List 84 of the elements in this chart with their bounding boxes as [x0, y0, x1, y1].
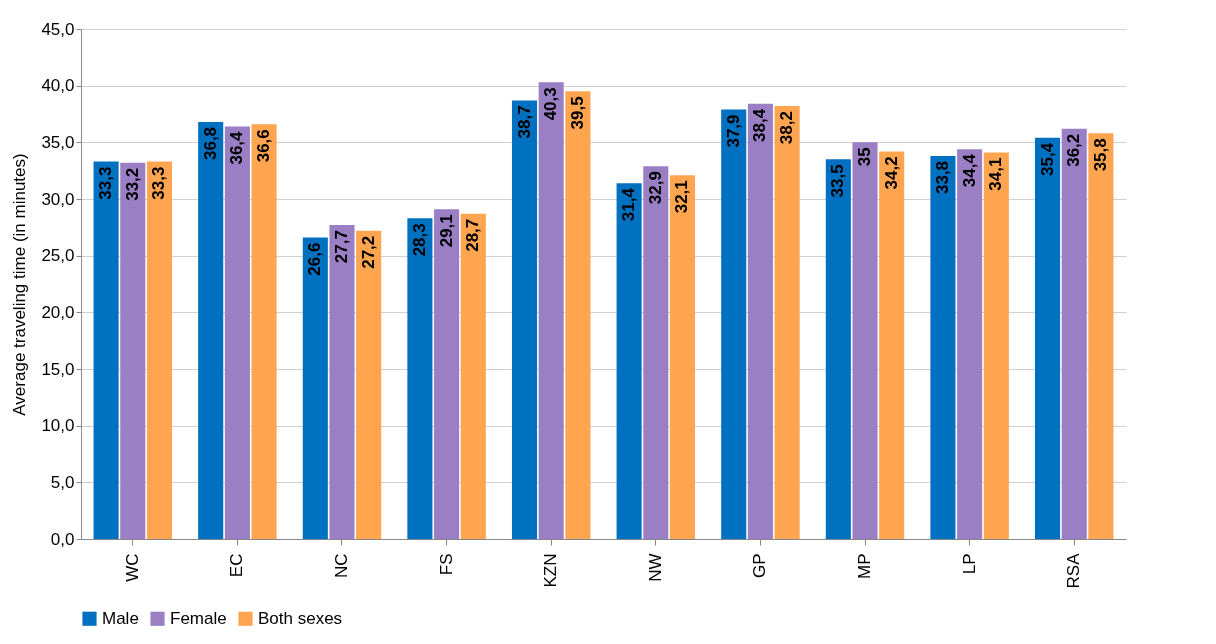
data-label: 27,7 [331, 230, 351, 264]
bar [146, 161, 173, 539]
data-label: 33,5 [828, 164, 848, 198]
bar [879, 151, 905, 539]
data-label: 28,7 [463, 218, 483, 252]
y-tick-label: 40,0 [41, 76, 75, 96]
data-label: 36,8 [200, 126, 220, 161]
data-label: 35 [855, 147, 875, 167]
bar [852, 142, 878, 539]
bar [198, 121, 224, 539]
x-tick-label: NC [331, 553, 351, 579]
bar [774, 106, 800, 539]
bar [747, 103, 773, 539]
y-tick-label: 15,0 [41, 359, 75, 379]
data-label: 29,1 [436, 214, 456, 248]
data-label: 27,2 [358, 235, 378, 269]
data-label: 36,4 [227, 130, 247, 165]
data-label: 39,5 [567, 96, 587, 130]
y-tick-label: 5,0 [50, 472, 75, 492]
bar [669, 175, 696, 539]
legend-label: Female [170, 608, 227, 628]
bar [93, 161, 119, 539]
data-label: 38,4 [750, 108, 770, 142]
bar [511, 100, 538, 539]
bar [983, 152, 1009, 539]
y-tick-label: 20,0 [41, 302, 75, 322]
bar [930, 155, 956, 539]
x-tick-label: NW [645, 553, 665, 582]
bar [643, 166, 669, 539]
bar [120, 162, 146, 539]
data-label: 31,4 [619, 187, 639, 222]
bar [302, 237, 328, 539]
bar [434, 209, 460, 539]
data-label: 32,9 [645, 171, 665, 205]
y-tick-label: 45,0 [41, 19, 75, 39]
legend-label: Both sexes [258, 608, 343, 628]
data-label: 38,2 [777, 111, 797, 145]
data-label: 37,9 [723, 114, 743, 148]
y-tick-label: 30,0 [41, 189, 75, 209]
data-label: 26,6 [305, 242, 325, 276]
bar [538, 82, 564, 539]
bar [356, 230, 382, 539]
data-label: 36,2 [1064, 133, 1084, 167]
bar [616, 183, 642, 539]
bar [957, 149, 983, 539]
y-tick-label: 35,0 [41, 132, 75, 152]
y-axis-title: Average traveling time (in minutes) [10, 153, 30, 416]
bar [565, 91, 591, 539]
data-label: 34,1 [986, 157, 1006, 191]
bar [251, 124, 277, 539]
data-label: 33,3 [96, 166, 116, 200]
legend-label: Male [102, 608, 139, 628]
x-tick-label: GP [750, 553, 770, 579]
y-tick-label: 10,0 [41, 416, 75, 436]
y-tick-label: 25,0 [41, 246, 75, 266]
bar [224, 126, 250, 539]
data-label: 33,8 [932, 160, 952, 195]
bar [1061, 128, 1087, 539]
x-tick-label: FS [436, 553, 456, 576]
x-tick-label: LP [959, 553, 979, 575]
data-label: 36,6 [254, 129, 274, 163]
bar [460, 213, 486, 539]
data-label: 34,4 [959, 153, 979, 188]
data-label: 33,3 [149, 166, 169, 200]
bar [407, 218, 433, 539]
data-label: 35,8 [1090, 138, 1110, 172]
data-label: 40,3 [541, 87, 561, 121]
x-tick-label: RSA [1064, 552, 1084, 589]
bar [721, 109, 747, 539]
data-label: 32,1 [672, 180, 692, 214]
bar [329, 225, 355, 539]
data-label: 28,3 [409, 223, 429, 257]
bar [1088, 133, 1114, 539]
data-label: 34,2 [881, 156, 901, 190]
y-tick-label: 0,0 [50, 529, 75, 549]
data-label: 38,7 [514, 105, 534, 139]
data-label: 33,2 [122, 167, 142, 201]
data-label: 35,4 [1037, 142, 1057, 176]
x-tick-label: KZN [541, 553, 561, 588]
x-tick-label: WC [122, 553, 142, 582]
x-tick-label: MP [855, 553, 875, 579]
bar [1034, 137, 1061, 539]
bar [825, 159, 851, 539]
x-tick-label: EC [227, 553, 247, 578]
